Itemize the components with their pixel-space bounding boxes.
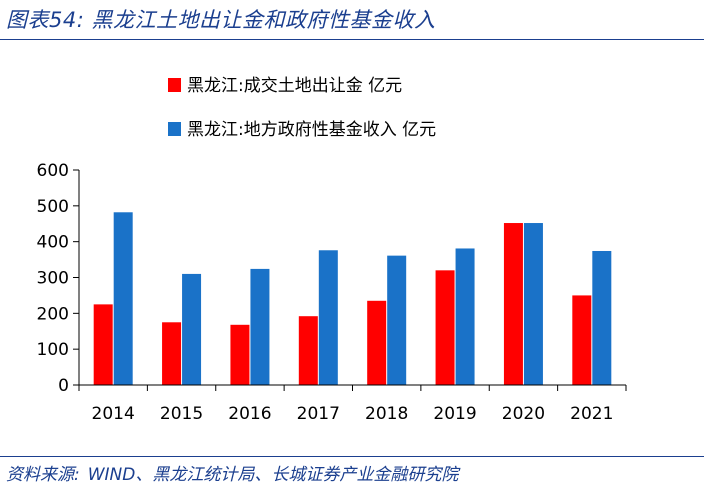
x-tick-label: 2014 xyxy=(92,404,135,424)
x-tick-label: 2018 xyxy=(365,404,408,424)
y-tick-label: 300 xyxy=(37,269,69,289)
x-tick-label: 2016 xyxy=(228,404,271,424)
y-tick-label: 0 xyxy=(58,376,69,396)
bar-fund-revenue-2019 xyxy=(455,248,475,385)
legend-label-fund-revenue: 黑龙江:地方政府性基金收入 亿元 xyxy=(187,120,437,140)
bar-land-revenue-2019 xyxy=(435,270,455,385)
bar-fund-revenue-2016 xyxy=(250,268,270,385)
bar-land-revenue-2014 xyxy=(93,304,113,385)
bar-fund-revenue-2020 xyxy=(523,223,543,385)
x-tick-label: 2017 xyxy=(297,404,340,424)
bar-land-revenue-2016 xyxy=(230,324,250,385)
source-text: WIND、黑龙江统计局、长城证券产业金融研究院 xyxy=(87,465,459,485)
bar-land-revenue-2020 xyxy=(503,223,523,385)
source-note: 资料来源: WIND、黑龙江统计局、长城证券产业金融研究院 xyxy=(6,460,458,485)
bar-land-revenue-2018 xyxy=(367,300,387,385)
legend-label-land-revenue: 黑龙江:成交土地出让金 亿元 xyxy=(187,76,403,96)
y-tick-label: 600 xyxy=(37,161,69,181)
bar-fund-revenue-2014 xyxy=(113,212,133,385)
bar-fund-revenue-2021 xyxy=(592,250,612,385)
source-divider xyxy=(0,456,704,457)
bar-land-revenue-2021 xyxy=(572,295,592,385)
bar-fund-revenue-2017 xyxy=(318,250,338,385)
x-tick-label: 2019 xyxy=(433,404,476,424)
y-tick-label: 400 xyxy=(37,233,69,253)
legend-swatch-blue xyxy=(168,122,181,136)
bar-fund-revenue-2015 xyxy=(182,273,202,385)
y-tick-label: 500 xyxy=(37,197,69,217)
y-tick-label: 100 xyxy=(37,340,69,360)
x-tick-label: 2020 xyxy=(502,404,545,424)
legend-swatch-red xyxy=(168,78,181,92)
source-label: 资料来源: xyxy=(6,465,80,485)
bar-land-revenue-2015 xyxy=(162,322,182,385)
legend-item-fund-revenue: 黑龙江:地方政府性基金收入 亿元 xyxy=(168,115,436,140)
figure-title: 图表54: 黑龙江土地出让金和政府性基金收入 xyxy=(6,8,436,32)
legend-item-land-revenue: 黑龙江:成交土地出让金 亿元 xyxy=(168,71,402,96)
bar-fund-revenue-2018 xyxy=(387,255,407,385)
x-tick-label: 2021 xyxy=(570,404,613,424)
y-tick-label: 200 xyxy=(37,304,69,324)
x-tick-label: 2015 xyxy=(160,404,203,424)
bar-land-revenue-2017 xyxy=(298,316,318,385)
title-divider xyxy=(0,39,704,40)
